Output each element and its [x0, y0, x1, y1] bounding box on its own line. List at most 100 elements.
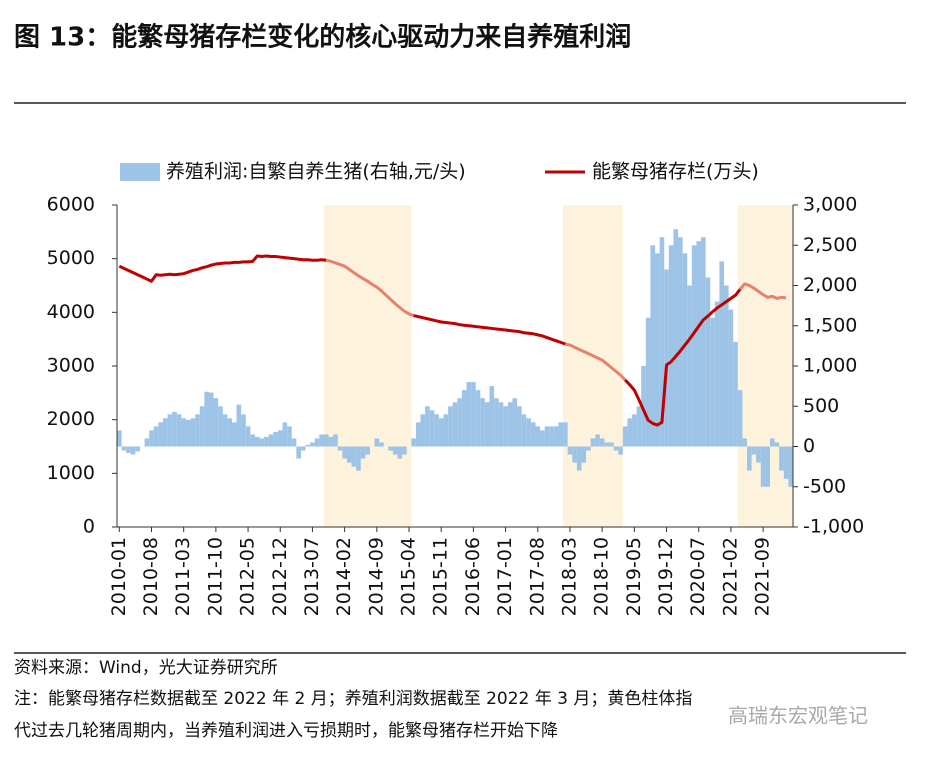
bar [365, 446, 370, 455]
line [738, 282, 787, 300]
bar [144, 438, 150, 447]
line [624, 288, 742, 427]
shaded-period [563, 205, 623, 527]
line [325, 258, 415, 317]
bar [356, 446, 361, 471]
bar [291, 438, 297, 447]
bar [498, 402, 504, 447]
y2-tick-label: 1,500 [803, 314, 857, 336]
bar [411, 438, 416, 447]
watermark: 高瑞东宏观笔记 [728, 704, 868, 728]
bar [121, 446, 127, 451]
bar [208, 392, 214, 447]
bar [388, 446, 393, 451]
bar [448, 406, 453, 447]
x-tick-label: 2018-03 [558, 537, 580, 616]
bar [181, 418, 186, 447]
bar [489, 386, 495, 447]
x-tick-label: 2012-05 [237, 537, 259, 616]
bar [466, 382, 472, 447]
bar [475, 390, 481, 447]
x-tick-label: 2011-03 [172, 537, 194, 616]
bar [576, 446, 582, 471]
legend-label: 能繁母猪存栏(万头) [592, 161, 759, 183]
bar [277, 430, 283, 447]
bar [245, 426, 251, 447]
bar [236, 404, 242, 447]
bar [494, 398, 499, 447]
bar [682, 253, 688, 447]
bar [484, 402, 490, 447]
bar [641, 366, 646, 447]
y-tick-label: 1000 [47, 462, 95, 484]
bar [323, 434, 329, 447]
shaded-period [323, 205, 412, 527]
bar [747, 446, 752, 471]
bar [296, 446, 301, 459]
bar [705, 277, 711, 447]
bar [213, 398, 219, 447]
bar [135, 446, 140, 452]
bar [696, 241, 702, 447]
bar [305, 444, 311, 447]
y2-tick-label: 1,000 [803, 355, 857, 377]
bar [549, 426, 554, 447]
bar [668, 245, 674, 447]
bar [250, 434, 255, 447]
bar [227, 418, 232, 447]
bar [254, 436, 260, 447]
bar [664, 269, 669, 447]
bar [438, 418, 444, 447]
legend-label: 养殖利润:自繁自养生猪(右轴,元/头) [166, 161, 466, 183]
bar [425, 406, 430, 447]
bar [526, 418, 531, 447]
bar [461, 390, 467, 447]
x-tick-label: 2014-02 [333, 537, 355, 616]
bar [457, 398, 462, 447]
bar [287, 426, 292, 447]
bar [553, 426, 559, 447]
bar [231, 422, 237, 447]
bar [268, 434, 274, 447]
bar [130, 446, 136, 455]
bar [719, 261, 725, 447]
y2-tick-label: 2,000 [803, 274, 857, 296]
bar [724, 285, 729, 447]
bar [328, 436, 334, 447]
bar [319, 434, 324, 447]
bar [351, 446, 357, 467]
bar [172, 411, 177, 447]
x-tick-label: 2010-08 [140, 537, 162, 616]
x-tick-label: 2011-10 [204, 537, 226, 616]
bar [397, 446, 403, 459]
bar [503, 406, 508, 447]
bar [420, 414, 426, 447]
bar [443, 414, 449, 447]
bar [517, 406, 522, 447]
y2-tick-label: -1,000 [803, 516, 864, 538]
bar [149, 430, 154, 447]
bar [176, 414, 182, 447]
plot: 0 1000 2000 3000 4000 5000 6000 -1,000 -500 0 500 1… [47, 161, 865, 617]
bar [590, 438, 596, 447]
bar [544, 426, 550, 447]
bar [737, 390, 743, 447]
bar [742, 438, 748, 447]
bar [530, 422, 536, 447]
bar [714, 301, 720, 447]
bar [507, 402, 513, 447]
bar [701, 237, 706, 447]
bar [264, 436, 269, 447]
bar [756, 446, 761, 463]
bar [452, 402, 458, 447]
y2-tick-label: 0 [803, 435, 815, 457]
bar [774, 442, 780, 447]
bar [342, 446, 347, 459]
y2-tick-label: 500 [803, 395, 839, 417]
bar [392, 446, 398, 455]
bar [185, 419, 191, 447]
bar [659, 237, 665, 447]
bar [199, 406, 205, 447]
bar [728, 309, 734, 447]
bar [622, 426, 628, 447]
